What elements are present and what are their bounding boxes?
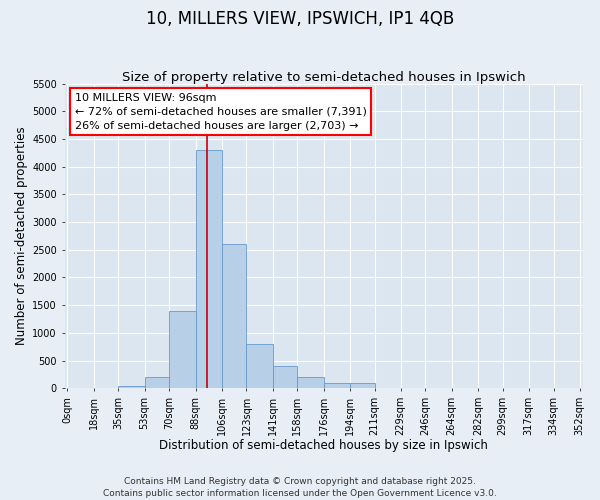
Bar (247, 344, 272, 389)
Bar (118, 386, 145, 388)
Text: Contains HM Land Registry data © Crown copyright and database right 2025.
Contai: Contains HM Land Registry data © Crown c… (103, 476, 497, 498)
Text: 10, MILLERS VIEW, IPSWICH, IP1 4QB: 10, MILLERS VIEW, IPSWICH, IP1 4QB (146, 10, 454, 28)
Bar (350, 383, 374, 388)
Y-axis label: Number of semi-detached properties: Number of semi-detached properties (15, 126, 28, 345)
Bar (169, 310, 196, 388)
Bar (196, 150, 222, 388)
Bar (145, 377, 169, 388)
Bar (272, 366, 298, 388)
X-axis label: Distribution of semi-detached houses by size in Ipswich: Distribution of semi-detached houses by … (159, 440, 488, 452)
Title: Size of property relative to semi-detached houses in Ipswich: Size of property relative to semi-detach… (122, 70, 526, 84)
Bar (298, 377, 323, 388)
Text: 10 MILLERS VIEW: 96sqm
← 72% of semi-detached houses are smaller (7,391)
26% of : 10 MILLERS VIEW: 96sqm ← 72% of semi-det… (75, 92, 367, 130)
Bar (323, 383, 350, 388)
Bar (222, 244, 247, 388)
